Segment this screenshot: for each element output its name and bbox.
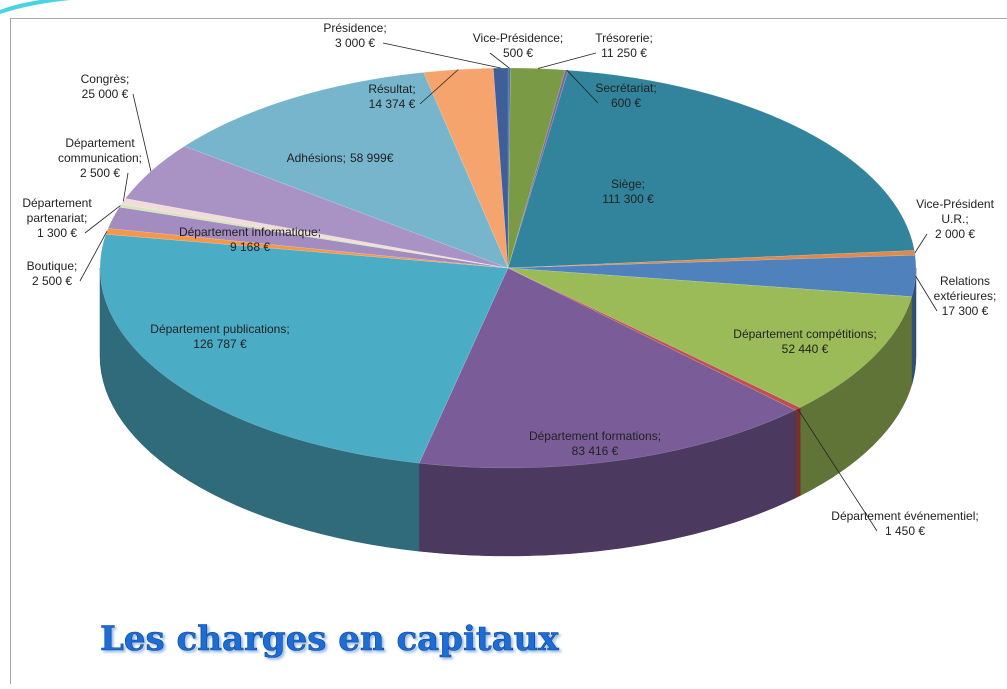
value-label: 17 300 € — [942, 304, 989, 318]
category-label: Département compétitions; — [733, 327, 876, 341]
value-label: 500 € — [503, 46, 533, 60]
category-label: Présidence; — [323, 21, 386, 35]
category-label: Vice-Présidence; — [473, 31, 564, 45]
chart-title: Les charges en capitaux — [100, 619, 559, 659]
value-label: 126 787 € — [193, 337, 247, 351]
leader-line — [538, 53, 596, 69]
data-label: Présidence;3 000 € — [323, 21, 386, 50]
category-label: Congrès; — [81, 72, 130, 86]
value-label: 600 € — [611, 96, 641, 110]
category-label: Siège; — [611, 177, 645, 191]
slice — [508, 70, 914, 268]
data-label: Département événementiel;1 450 € — [831, 509, 978, 538]
data-label: Vice-Présidence;500 € — [473, 31, 564, 60]
category-label: Résultat; — [368, 82, 415, 96]
category-label: Département publications; — [150, 322, 289, 336]
data-label: Résultat;14 374 € — [368, 82, 415, 111]
category-label: Département informatique; — [179, 225, 321, 239]
value-label: 111 300 € — [602, 192, 654, 206]
value-label: 83 416 € — [572, 444, 619, 458]
data-label: Congrès;25 000 € — [81, 72, 130, 101]
value-label: 2 000 € — [935, 227, 975, 241]
category-label: Adhésions; — [287, 151, 346, 165]
value-label: 3 000 € — [335, 36, 375, 50]
pie — [100, 68, 916, 556]
value-label: 9 168 € — [230, 240, 270, 254]
corner-decoration — [0, 0, 70, 14]
value-label: 2 500 € — [80, 166, 120, 180]
leader-line — [915, 234, 927, 253]
category-label: Secrétariat; — [595, 81, 656, 95]
data-label: Adhésions; 58 999€ — [287, 151, 394, 165]
slice-side — [795, 408, 800, 498]
value-label: 1 300 € — [37, 226, 77, 240]
data-label: Trésorerie;11 250 € — [595, 31, 653, 60]
value-label: 14 374 € — [369, 97, 416, 111]
value-label: 25 000 € — [82, 87, 129, 101]
data-label: Boutique;2 500 € — [27, 259, 78, 288]
value-label: 52 440 € — [782, 342, 829, 356]
category-label: Boutique; — [27, 259, 78, 273]
value-label: 2 500 € — [32, 274, 72, 288]
category-label: Département formations; — [529, 429, 661, 443]
category-label: Trésorerie; — [595, 31, 653, 45]
value-label: 1 450 € — [885, 524, 925, 538]
leader-line — [383, 43, 501, 68]
value-label: 11 250 € — [601, 46, 647, 60]
value-label: 58 999€ — [350, 151, 394, 165]
category-label: Département événementiel; — [831, 509, 978, 523]
